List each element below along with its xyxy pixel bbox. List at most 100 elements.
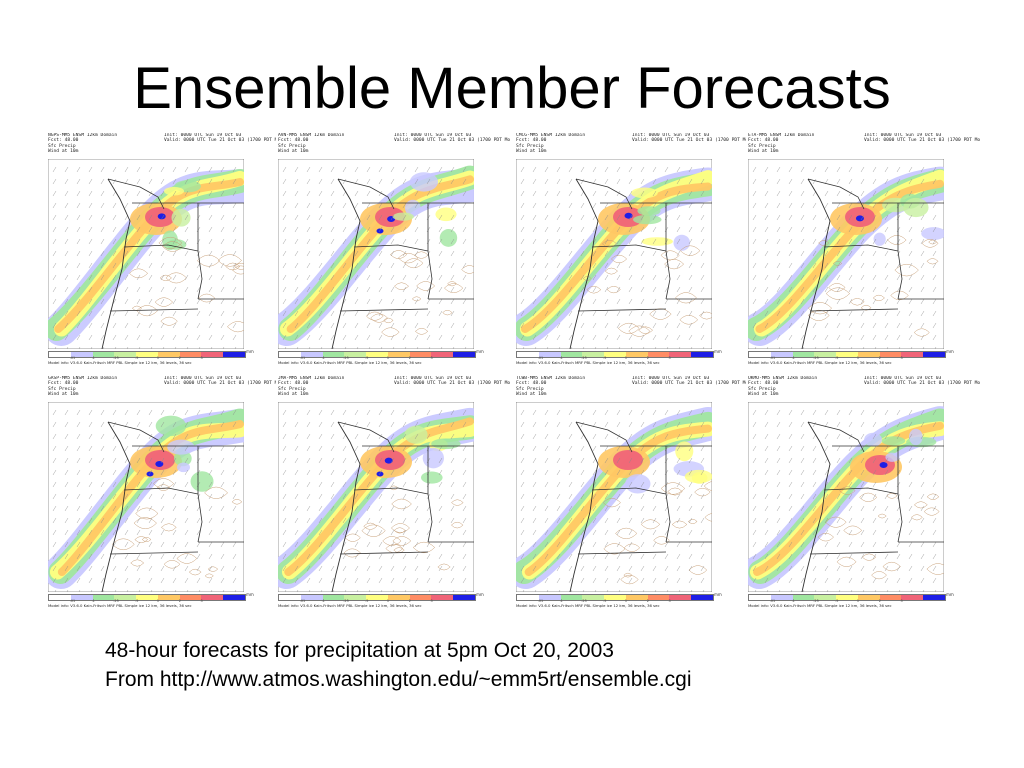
wind-barb xyxy=(752,553,757,560)
wind-barb xyxy=(664,166,669,173)
wind-barb xyxy=(752,322,757,329)
wind-barb xyxy=(306,286,311,293)
wind-barb xyxy=(306,250,311,257)
colorbar-tick-label: 1 xyxy=(386,356,390,360)
wind-barb xyxy=(544,517,549,524)
wind-barb xyxy=(160,214,165,221)
wind-barb xyxy=(208,505,213,512)
wind-barb xyxy=(124,322,129,329)
colorbar-tick-label: .25 xyxy=(113,356,119,360)
wind-barb xyxy=(848,541,853,548)
wind-barb xyxy=(426,481,431,488)
wind-barb xyxy=(848,226,853,233)
wind-barb xyxy=(414,202,419,209)
wind-barb xyxy=(136,310,141,317)
wind-barb xyxy=(172,226,177,233)
wind-barb xyxy=(908,190,913,197)
wind-barb xyxy=(220,178,225,185)
wind-barb xyxy=(872,517,877,524)
wind-barb xyxy=(124,274,129,281)
wind-barb xyxy=(306,262,311,269)
colorbar-tick-label: .1 xyxy=(559,356,563,360)
wind-barb xyxy=(184,469,189,476)
contour-line xyxy=(390,250,408,259)
contour-line xyxy=(363,522,378,530)
panel-fcst-label: Fcst: 48.00 xyxy=(748,138,779,144)
wind-barb xyxy=(306,541,311,548)
colorbar-ticks: .01.1.25.5 1 2 3 xyxy=(278,599,474,603)
wind-barb xyxy=(342,493,347,500)
contour-line xyxy=(142,537,152,542)
wind-barb xyxy=(172,469,177,476)
wind-barb xyxy=(172,409,177,416)
precip-patch xyxy=(633,214,662,225)
wind-barb xyxy=(872,274,877,281)
wind-barb xyxy=(850,346,853,349)
wind-barb xyxy=(208,226,213,233)
wind-barb xyxy=(76,577,81,584)
wind-barb xyxy=(884,262,889,269)
wind-barb xyxy=(556,517,561,524)
wind-barb xyxy=(150,346,153,349)
wind-barb xyxy=(426,298,431,305)
wind-barb xyxy=(378,274,383,281)
wind-barb xyxy=(402,565,407,572)
panel-header: NGPS-MM5 ENSM 12km Domain Fcst: 48.00 Sfc … xyxy=(46,133,280,159)
precip-map xyxy=(48,159,244,349)
wind-barb xyxy=(354,310,359,317)
wind-barb xyxy=(64,481,69,488)
wind-barb xyxy=(908,469,913,476)
wind-barb xyxy=(220,469,225,476)
wind-barb xyxy=(788,226,793,233)
wind-barb xyxy=(76,529,81,536)
colorbar-swatch xyxy=(157,352,180,357)
wind-barb xyxy=(532,310,537,317)
wind-barb xyxy=(752,565,757,572)
wind-barb xyxy=(64,565,69,572)
wind-barb xyxy=(90,589,93,592)
wind-barb xyxy=(628,250,633,257)
wind-barb xyxy=(544,334,549,341)
wind-barb xyxy=(556,202,561,209)
wind-barb xyxy=(232,421,237,428)
wind-barb xyxy=(428,346,431,349)
contour-line xyxy=(451,521,464,529)
wind-barb xyxy=(652,445,657,452)
wind-barb xyxy=(438,286,443,293)
contour-line xyxy=(882,561,901,572)
wind-barb xyxy=(402,286,407,293)
wind-barb xyxy=(294,202,299,209)
wind-barb xyxy=(172,421,177,428)
wind-barb xyxy=(570,589,573,592)
wind-barb xyxy=(688,493,693,500)
wind-barb xyxy=(652,493,657,500)
wind-barb xyxy=(184,481,189,488)
wind-barb xyxy=(700,409,705,416)
wind-barb xyxy=(898,346,901,349)
wind-barb xyxy=(172,178,177,185)
wind-barb xyxy=(160,421,165,428)
panel-init-time: Init: 0000 UTC Sun 19 Oct 03 xyxy=(394,133,472,138)
wind-barb xyxy=(366,214,371,221)
wind-barb xyxy=(160,238,165,245)
wind-barb xyxy=(824,469,829,476)
wind-barb xyxy=(64,577,69,584)
wind-barb xyxy=(52,433,57,440)
wind-barb xyxy=(568,529,573,536)
wind-barb xyxy=(64,433,69,440)
wind-barb xyxy=(616,334,621,341)
wind-barb xyxy=(172,529,177,536)
precip-colorbar xyxy=(48,594,246,601)
wind-barb xyxy=(112,493,117,500)
wind-barb xyxy=(604,541,609,548)
wind-barb xyxy=(920,565,925,572)
precip-map xyxy=(48,402,244,592)
wind-barb xyxy=(908,493,913,500)
wind-barb xyxy=(676,433,681,440)
wind-barb xyxy=(342,517,347,524)
wind-barb xyxy=(872,529,877,536)
wind-barb xyxy=(366,553,371,560)
contour-line xyxy=(112,538,135,551)
wind-barb xyxy=(66,346,69,349)
wind-barb xyxy=(652,310,657,317)
